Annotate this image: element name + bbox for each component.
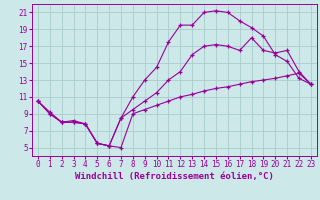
- X-axis label: Windchill (Refroidissement éolien,°C): Windchill (Refroidissement éolien,°C): [75, 172, 274, 181]
